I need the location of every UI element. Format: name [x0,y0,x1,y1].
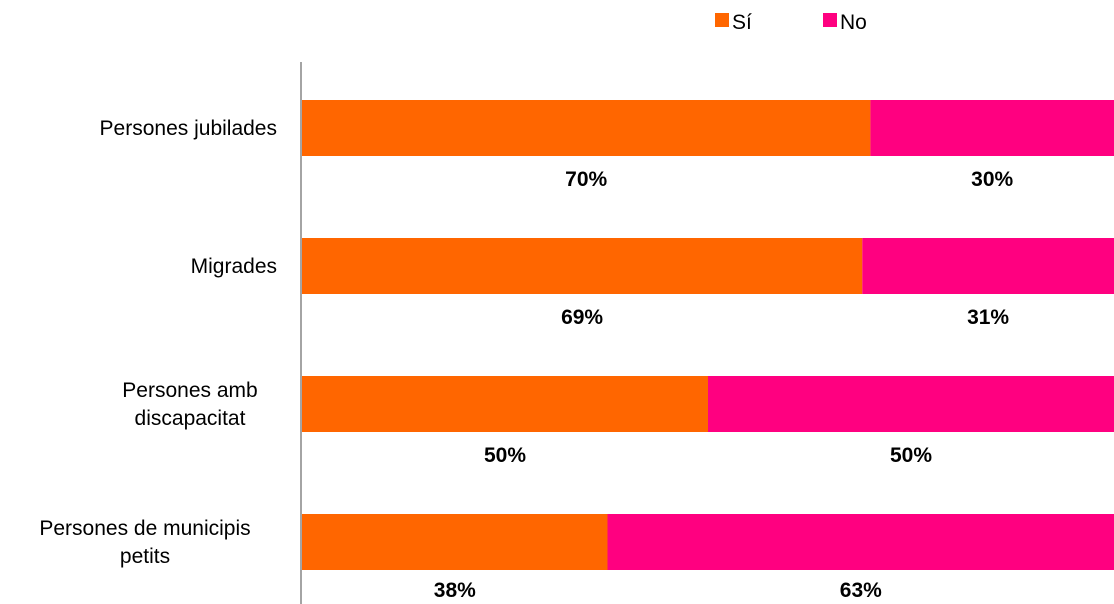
category-label-2: Persones amb discapacitat [122,379,257,430]
category-label-line: discapacitat [135,407,246,430]
data-label-no-1: 31% [967,306,1009,329]
bar-segment-no-2 [708,376,1114,432]
bar-segment-no-3 [607,514,1114,570]
legend-label-no: No [840,11,867,34]
data-label-si-2: 50% [484,444,526,467]
category-label-line: Persones amb [122,379,257,402]
legend-swatch-si [715,13,729,27]
category-label-1: Migrades [191,255,277,278]
legend: Sí No [715,11,867,34]
category-label-0: Persones jubilades [100,117,277,140]
bar-segment-si-3 [302,514,608,570]
bar-segment-si-1 [302,238,863,294]
legend-swatch-no [823,13,837,27]
bars [302,100,1114,570]
bar-segment-no-0 [870,100,1114,156]
data-label-no-2: 50% [890,444,932,467]
data-label-si-1: 69% [561,306,603,329]
category-label-line: Persones jubilades [100,117,277,140]
bar-segment-no-1 [862,238,1114,294]
category-label-3: Persones de municipis petits [39,517,250,568]
data-label-si-0: 70% [565,168,607,191]
legend-label-si: Sí [732,11,752,34]
bar-segment-si-0 [302,100,871,156]
category-labels: Persones jubilades Migrades Persones amb di… [39,117,277,568]
data-label-si-3: 38% [434,579,476,602]
bar-segment-si-2 [302,376,708,432]
data-labels: 70% 30% 69% 31% 50% 50% 38% 63% [434,168,1014,602]
category-label-line: Persones de municipis [39,517,250,540]
category-label-line: petits [120,545,170,568]
category-label-line: Migrades [191,255,277,278]
data-label-no-0: 30% [971,168,1013,191]
data-label-no-3: 63% [840,579,882,602]
